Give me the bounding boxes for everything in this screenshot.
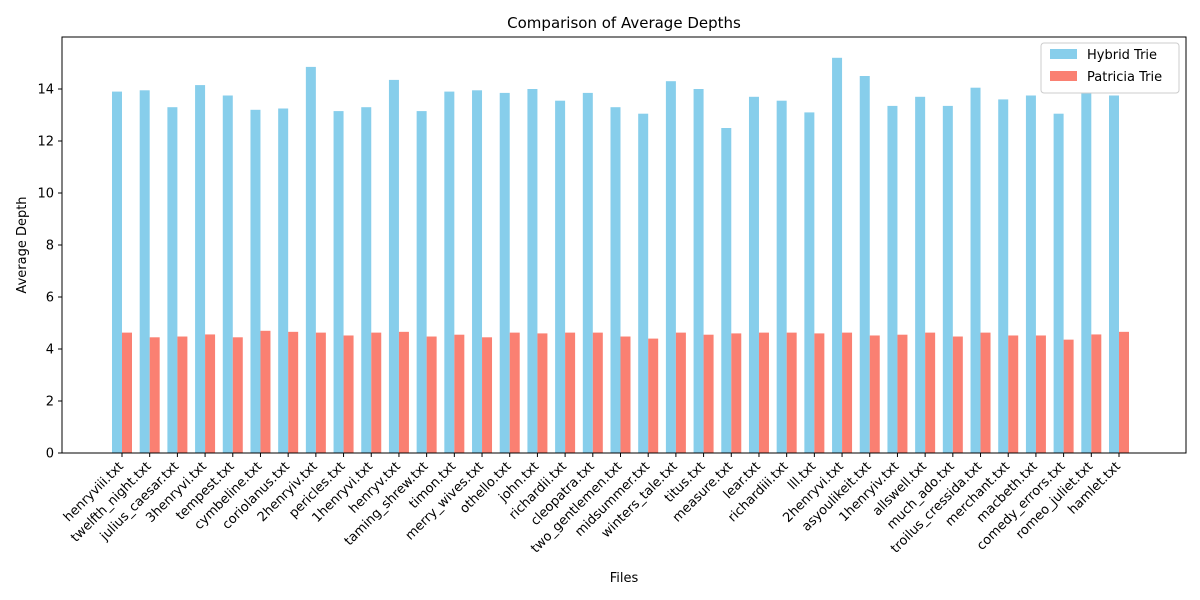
bar-patricia-trie-24	[786, 332, 797, 453]
bar-hybrid-trie-21	[693, 89, 704, 453]
bar-patricia-trie-1	[149, 337, 160, 453]
bar-hybrid-trie-22	[721, 128, 732, 453]
bar-hybrid-trie-2	[167, 107, 178, 453]
bar-patricia-trie-22	[731, 333, 742, 453]
bar-hybrid-trie-9	[361, 107, 372, 453]
bar-patricia-trie-33	[1035, 335, 1046, 453]
x-axis: henryviii.txttwelfth_night.txtjulius_cae…	[61, 453, 1124, 556]
bar-patricia-trie-0	[122, 332, 132, 453]
bar-patricia-trie-10	[398, 331, 409, 453]
bar-hybrid-trie-1	[139, 90, 150, 454]
legend-label-hybrid-trie: Hybrid Trie	[1087, 48, 1157, 63]
legend-label-patricia-trie: Patricia Trie	[1087, 70, 1162, 85]
bar-patricia-trie-35	[1091, 334, 1102, 453]
bar-hybrid-trie-14	[499, 92, 510, 454]
y-tick-label-2: 4	[46, 343, 54, 358]
bar-hybrid-trie-36	[1109, 95, 1119, 453]
bar-patricia-trie-26	[842, 332, 853, 453]
bar-hybrid-trie-17	[582, 92, 593, 454]
bar-hybrid-trie-35	[1081, 92, 1092, 454]
bar-hybrid-trie-11	[416, 111, 427, 453]
y-tick-label-3: 6	[46, 291, 54, 306]
bar-hybrid-trie-16	[555, 100, 566, 453]
bar-hybrid-trie-30	[942, 105, 953, 454]
bar-hybrid-trie-28	[887, 105, 898, 454]
bar-patricia-trie-25	[814, 333, 825, 453]
y-axis: 0 2 4 6 8 10 12 14	[37, 83, 62, 462]
bar-patricia-trie-34	[1063, 339, 1074, 453]
bar-patricia-trie-4	[232, 337, 243, 453]
bar-patricia-trie-31	[980, 332, 991, 453]
bar-patricia-trie-8	[343, 335, 354, 453]
bar-patricia-trie-6	[288, 331, 299, 453]
bar-patricia-trie-36	[1119, 331, 1129, 453]
bar-patricia-trie-9	[371, 332, 382, 453]
bar-patricia-trie-14	[509, 332, 520, 453]
bars-group	[112, 57, 1129, 454]
bar-patricia-trie-20	[675, 332, 686, 453]
bar-hybrid-trie-13	[472, 90, 483, 454]
bar-patricia-trie-32	[1008, 335, 1019, 453]
bar-hybrid-trie-5	[250, 109, 261, 454]
bar-patricia-trie-7	[315, 332, 326, 453]
bar-hybrid-trie-15	[527, 89, 538, 453]
bar-hybrid-trie-19	[638, 113, 649, 453]
bar-patricia-trie-30	[952, 336, 963, 453]
bar-hybrid-trie-10	[388, 79, 399, 454]
bar-patricia-trie-27	[869, 335, 880, 453]
bar-patricia-trie-21	[703, 334, 714, 453]
y-tick-label-6: 12	[37, 135, 54, 150]
bar-hybrid-trie-29	[915, 96, 926, 454]
bar-hybrid-trie-12	[444, 91, 455, 453]
bar-hybrid-trie-23	[748, 96, 759, 454]
bar-hybrid-trie-25	[804, 112, 815, 454]
bar-hybrid-trie-4	[222, 95, 233, 453]
y-tick-label-1: 2	[46, 395, 54, 410]
legend: Hybrid Trie Patricia Trie	[1040, 42, 1180, 94]
y-tick-label-4: 8	[46, 239, 54, 254]
legend-swatch-patricia-trie	[1050, 71, 1077, 81]
y-tick-label-5: 10	[37, 187, 54, 202]
bar-patricia-trie-19	[648, 338, 659, 453]
bar-patricia-trie-18	[620, 336, 631, 453]
chart-title: Comparison of Average Depths	[507, 14, 741, 32]
bar-patricia-trie-29	[925, 332, 936, 453]
bar-patricia-trie-17	[592, 332, 603, 453]
bar-patricia-trie-2	[177, 336, 188, 453]
bar-hybrid-trie-26	[832, 57, 843, 454]
y-tick-label-0: 0	[46, 447, 54, 462]
bar-hybrid-trie-27	[859, 76, 870, 453]
bar-patricia-trie-23	[758, 332, 769, 453]
bar-hybrid-trie-8	[333, 111, 344, 453]
bar-hybrid-trie-7	[305, 66, 316, 454]
bar-hybrid-trie-24	[776, 100, 787, 453]
bar-hybrid-trie-18	[610, 107, 621, 453]
bar-patricia-trie-13	[482, 337, 493, 453]
bar-patricia-trie-3	[205, 334, 216, 453]
bar-patricia-trie-15	[537, 333, 548, 453]
bar-hybrid-trie-34	[1053, 113, 1064, 453]
bar-patricia-trie-5	[260, 330, 271, 453]
y-tick-label-7: 14	[37, 83, 54, 98]
bar-patricia-trie-16	[565, 332, 576, 453]
bar-hybrid-trie-3	[195, 85, 206, 453]
plot-frame	[61, 36, 1187, 454]
bar-hybrid-trie-20	[665, 81, 676, 453]
bar-patricia-trie-12	[454, 334, 465, 453]
bar-hybrid-trie-33	[1025, 95, 1036, 453]
bar-hybrid-trie-32	[998, 99, 1009, 454]
bar-hybrid-trie-0	[112, 91, 122, 453]
x-axis-title: Files	[610, 571, 639, 586]
bar-patricia-trie-11	[426, 336, 437, 453]
bar-hybrid-trie-6	[278, 108, 289, 453]
bar-patricia-trie-28	[897, 334, 908, 453]
y-axis-title: Average Depth	[15, 196, 30, 293]
legend-swatch-hybrid-trie	[1050, 49, 1077, 59]
bar-hybrid-trie-31	[970, 87, 981, 453]
